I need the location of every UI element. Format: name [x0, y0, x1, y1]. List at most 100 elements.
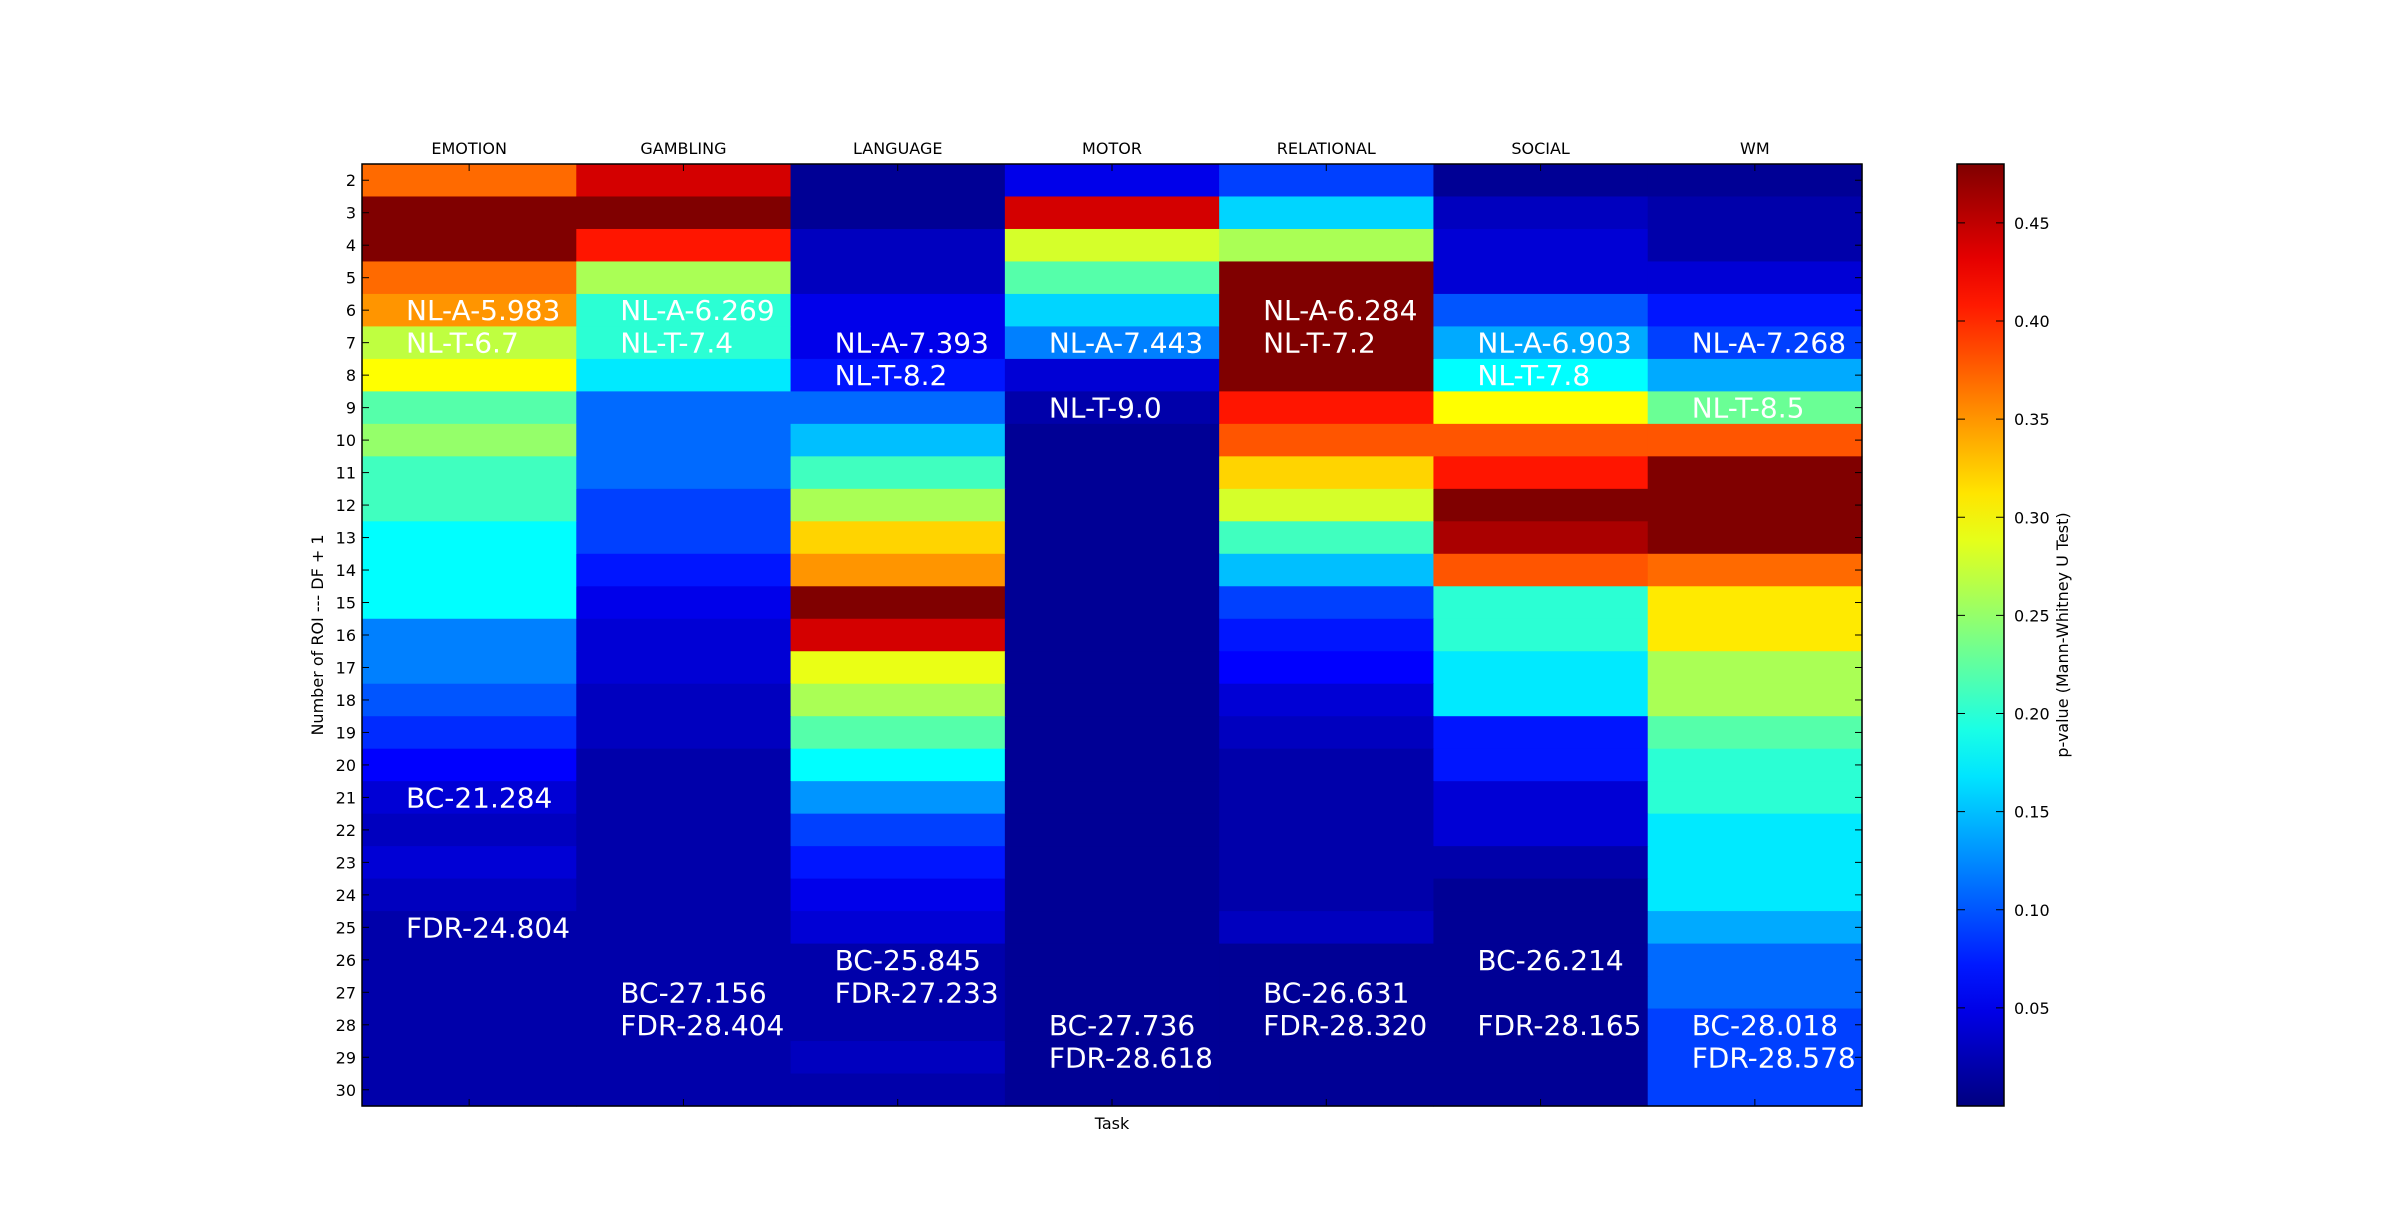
heatmap-cell	[1433, 293, 1649, 328]
heatmap-cell	[1004, 586, 1220, 620]
heatmap-cell	[1433, 911, 1649, 945]
heatmap-cell	[576, 196, 792, 230]
heatmap-cell	[1004, 423, 1220, 457]
heatmap-cell	[362, 748, 577, 782]
heatmap-cell	[576, 358, 792, 392]
heatmap-cell	[576, 423, 792, 457]
heatmap-cell	[576, 651, 792, 685]
heatmap-cell	[1433, 943, 1649, 977]
heatmap-cell	[362, 911, 577, 945]
heatmap-cell	[1219, 358, 1435, 392]
cell-annotation: FDR-24.804	[406, 911, 570, 944]
cell-annotation: FDR-28.618	[1049, 1041, 1213, 1074]
row-tick-label: 24	[336, 886, 356, 905]
heatmap-cell	[790, 1041, 1006, 1075]
colorbar-tick-label: 0.20	[2014, 705, 2050, 724]
heatmap-cell	[1004, 1008, 1220, 1042]
heatmap-cell	[576, 228, 792, 263]
column-tick-label: RELATIONAL	[1277, 139, 1376, 158]
heatmap-cell	[1647, 553, 1863, 587]
row-tick-label: 20	[336, 756, 356, 775]
cell-annotation: FDR-28.165	[1477, 1009, 1641, 1042]
heatmap-cell	[1647, 456, 1863, 490]
row-tick-label: 8	[346, 366, 356, 385]
heatmap-cell	[1647, 618, 1863, 652]
heatmap-cell	[362, 586, 577, 620]
heatmap-cell	[362, 261, 577, 295]
row-tick-label: 22	[336, 821, 356, 840]
heatmap-cell	[1219, 521, 1435, 555]
heatmap-cell	[1433, 326, 1649, 360]
heatmap-cell	[576, 456, 792, 490]
heatmap-cell	[1647, 358, 1863, 392]
heatmap-cell	[576, 293, 792, 328]
heatmap-cell	[1433, 976, 1649, 1010]
heatmap-cell	[1433, 748, 1649, 782]
heatmap-cell	[576, 261, 792, 295]
heatmap-cell	[1647, 716, 1863, 750]
heatmap-cell	[362, 423, 577, 457]
heatmap-cell	[790, 943, 1006, 977]
heatmap-cell	[790, 846, 1006, 880]
heatmap-cell	[576, 716, 792, 750]
heatmap-cell	[362, 521, 577, 555]
heatmap-cell	[576, 1008, 792, 1042]
heatmap-cell	[1219, 943, 1435, 977]
heatmap-cell	[1647, 261, 1863, 295]
heatmap-cell	[362, 813, 577, 847]
heatmap-cell	[1647, 1041, 1863, 1075]
heatmap-cell	[790, 781, 1006, 815]
heatmap-cell	[1647, 586, 1863, 620]
row-tick-label: 18	[336, 691, 356, 710]
cell-annotation: NL-A-7.268	[1692, 327, 1846, 360]
heatmap-cell	[1433, 586, 1649, 620]
heatmap-cell	[1647, 683, 1863, 717]
column-tick-label: GAMBLING	[640, 139, 726, 158]
colorbar-tick-label: 0.40	[2014, 312, 2050, 331]
heatmap-cell	[576, 618, 792, 652]
heatmap-cell	[1219, 228, 1435, 263]
heatmap-cell	[1004, 748, 1220, 782]
heatmap-cell	[790, 488, 1006, 522]
heatmap-cell	[362, 293, 577, 328]
heatmap-cell	[1433, 813, 1649, 847]
cell-annotation: NL-A-6.269	[620, 294, 774, 327]
heatmap-cell	[1004, 293, 1220, 328]
row-tick-label: 29	[336, 1048, 356, 1067]
cell-annotation: NL-T-7.8	[1477, 359, 1590, 392]
heatmap-cell	[362, 196, 577, 230]
cell-annotation: FDR-28.404	[620, 1009, 784, 1042]
heatmap-cell	[362, 618, 577, 652]
heatmap-cell	[790, 618, 1006, 652]
heatmap-cell	[1433, 228, 1649, 263]
heatmap-cell	[1004, 943, 1220, 977]
cell-annotation: FDR-28.320	[1263, 1009, 1427, 1042]
cell-annotation: BC-27.156	[620, 976, 766, 1009]
heatmap-cell	[576, 683, 792, 717]
heatmap-cell	[576, 521, 792, 555]
heatmap-cell	[790, 651, 1006, 685]
heatmap-cell	[362, 846, 577, 880]
heatmap-cell	[576, 846, 792, 880]
heatmap-cell	[790, 228, 1006, 263]
heatmap-cell	[790, 456, 1006, 490]
heatmap-cell	[576, 326, 792, 360]
heatmap-cell	[1219, 456, 1435, 490]
heatmap-cell	[1004, 976, 1220, 1010]
heatmap-cell	[790, 326, 1006, 360]
heatmap-cell	[790, 813, 1006, 847]
heatmap-cell	[1219, 326, 1435, 360]
heatmap-cell	[1004, 228, 1220, 263]
column-tick-label: EMOTION	[431, 139, 507, 158]
heatmap-cell	[1219, 586, 1435, 620]
heatmap-cell	[576, 781, 792, 815]
heatmap-cell	[362, 488, 577, 522]
heatmap-cell	[790, 358, 1006, 392]
heatmap-cell	[1219, 261, 1435, 295]
row-tick-label: 13	[336, 529, 356, 548]
heatmap-cell	[362, 943, 577, 977]
heatmap-cell	[1433, 651, 1649, 685]
heatmap-cell	[1219, 748, 1435, 782]
heatmap-cell	[362, 976, 577, 1010]
row-tick-label: 21	[336, 788, 356, 807]
